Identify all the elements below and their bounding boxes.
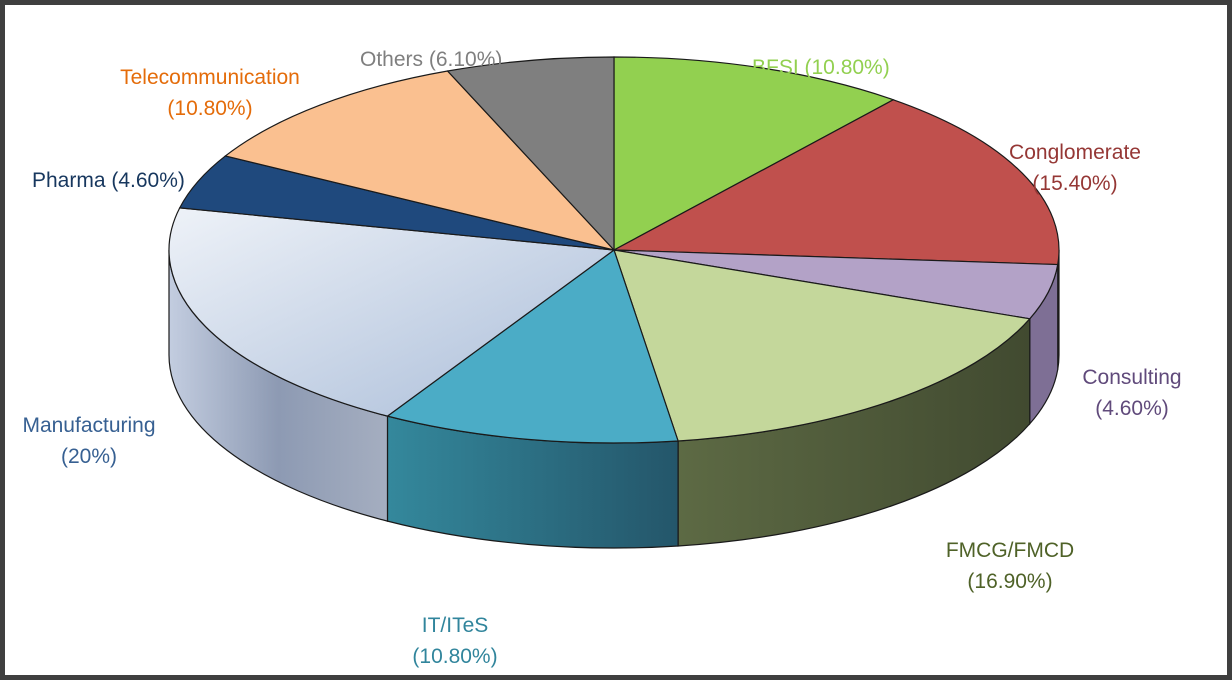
label-others: Others (6.10%) — [360, 44, 502, 75]
label-manufacturing-name: Manufacturing — [22, 414, 156, 437]
label-telecommunication: Telecommunication (10.80%) — [120, 62, 300, 124]
label-others-text: Others (6.10%) — [360, 48, 503, 71]
label-it-name: IT/ITeS — [421, 614, 489, 637]
pie-slice-it-ites — [386, 249, 679, 444]
label-it-ites: IT/ITeS (10.80%) — [385, 610, 525, 672]
label-consulting: Consulting (4.60%) — [1062, 362, 1202, 424]
label-conglomerate-name: Conglomerate — [1009, 141, 1141, 164]
label-pharma: Pharma (4.60%) — [32, 165, 185, 196]
label-manufacturing: Manufacturing (20%) — [4, 410, 174, 472]
label-telecom-name: Telecommunication — [120, 66, 300, 89]
label-conglomerate-value: (15.40%) — [1032, 172, 1118, 195]
pie-slice-others — [446, 56, 615, 252]
label-conglomerate: Conglomerate (15.40%) — [1000, 137, 1150, 199]
label-bfsi: BFSI (10.80%) — [752, 52, 890, 83]
pie-slice-manufacturing — [168, 207, 616, 417]
label-fmcg-value: (16.90%) — [967, 570, 1053, 593]
label-it-value: (10.80%) — [412, 645, 498, 668]
label-telecom-value: (10.80%) — [167, 97, 253, 120]
label-consulting-name: Consulting — [1082, 366, 1182, 389]
label-consulting-value: (4.60%) — [1095, 397, 1169, 420]
label-manufacturing-value: (20%) — [60, 445, 118, 468]
label-pharma-text: Pharma (4.60%) — [32, 169, 185, 192]
pie-slice-bfsi — [613, 56, 895, 252]
label-fmcg-name: FMCG/FMCD — [945, 539, 1075, 562]
pie-slice-fmcg-fmcd — [613, 249, 1031, 442]
pie-slice-conglomerate — [611, 99, 1060, 266]
label-bfsi-text: BFSI (10.80%) — [752, 56, 890, 79]
label-fmcg: FMCG/FMCD (16.90%) — [935, 535, 1085, 597]
pie-slice-telecommunication — [224, 70, 616, 252]
